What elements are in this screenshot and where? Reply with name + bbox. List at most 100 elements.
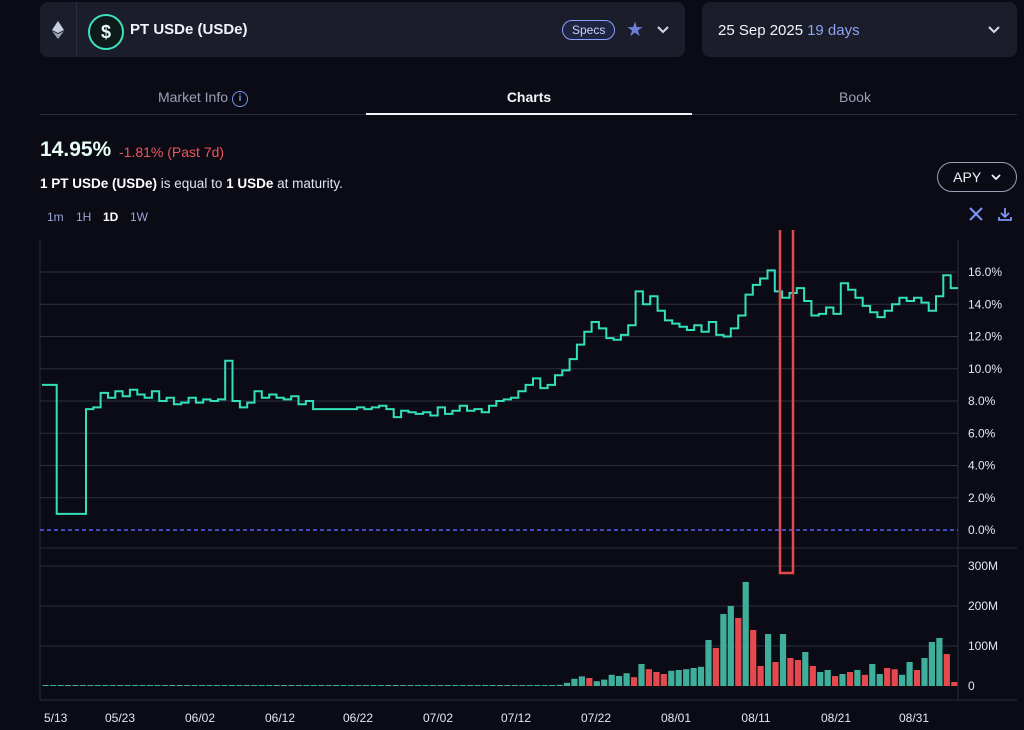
volume-bar [392,685,399,686]
volume-bar [459,685,466,686]
y-axis-labels: 0.0% 2.0% 4.0% 6.0% 8.0% 10.0% 12.0% 14.0% 16.0%… [968,265,1002,693]
volume-bar [936,638,943,686]
x-tick-label: 08/31 [899,711,929,725]
volume-bar [951,682,958,686]
download-icon[interactable] [997,206,1013,227]
apy-chart[interactable]: 0.0% 2.0% 4.0% 6.0% 8.0% 10.0% 12.0% 14.0% 16.0%… [0,230,1024,730]
volume-bar [407,685,414,686]
volume-bar [429,685,437,686]
volume-bar [921,658,928,686]
x-tick-label: 06/22 [343,711,373,725]
volume-bar [184,685,191,686]
volume-bar [161,685,168,686]
favorite-star-icon[interactable]: ★ [626,19,644,41]
metric-select[interactable]: APY [937,162,1017,192]
volume-bar [243,685,250,686]
tab-label: Market Info [157,89,229,105]
x-tick-label: 08/21 [821,711,851,725]
volume-bar [563,682,571,686]
volume-bar [437,685,444,686]
maturity-selector[interactable]: 25 Sep 2025 19 days [702,2,1017,57]
chain-selector[interactable] [40,2,77,57]
volume-bar [496,685,504,686]
highlight-box [778,230,795,575]
volume-bar [132,685,139,686]
volume-bar [846,672,854,686]
volume-bar [854,670,861,686]
maturity-label: 25 Sep 2025 19 days [718,22,860,39]
specs-button[interactable]: Specs [562,20,616,40]
tab-market-info[interactable]: Market Info i [40,80,366,114]
volume-bar [511,685,518,686]
x-tick-label: 08/11 [741,711,770,725]
x-tick-label: 5/13 [44,711,68,725]
volume-bar [504,685,511,686]
volume-bar [638,664,645,686]
metric-value: APY [953,169,981,185]
timeframe-1m[interactable]: 1m [47,210,64,224]
eq-text: is equal to [157,176,227,191]
timeframe-1h[interactable]: 1H [76,210,92,224]
volume-bar [64,685,72,686]
volume-bar [444,685,451,686]
volume-bar [712,648,719,686]
volume-bar [310,685,317,686]
tab-label: Book [839,89,871,105]
tab-charts[interactable]: Charts [366,80,692,115]
volume-tick-label: 0 [968,679,975,693]
maturity-date: 25 Sep 2025 [718,22,804,39]
token-name: PT USDe (USDe) [130,21,248,38]
volume-bar [906,662,913,686]
volume-bar [72,685,79,686]
volume-tick-label: 300M [968,559,998,573]
volume-bar [750,630,757,686]
chevron-down-icon[interactable] [988,21,1000,37]
timeframe-1w[interactable]: 1W [130,210,148,224]
volume-bar [325,685,332,686]
volume-bar [884,668,891,686]
volume-bar [541,685,548,686]
x-tick-label: 06/12 [265,711,295,725]
volume-bar [251,685,258,686]
y-tick-label: 16.0% [968,265,1002,279]
volume-bar [742,582,749,686]
volume-bar [362,685,369,686]
volume-bar [221,685,228,686]
market-selector-card[interactable]: $ PT USDe (USDe) Specs ★ [40,2,685,57]
volume-bar [913,670,921,686]
y-tick-label: 14.0% [968,297,1002,311]
volume-bar [139,685,146,686]
timeframe-1d[interactable]: 1D [103,210,119,224]
volume-bar [817,672,824,686]
wrench-icon[interactable] [968,206,984,227]
volume-bar [869,664,876,686]
grid-lines [39,240,1017,701]
volume-bar [94,685,101,686]
volume-bar [549,685,556,686]
volume-bar [735,618,742,686]
volume-bar [415,685,422,686]
volume-bar [57,685,64,686]
volume-bar [578,676,585,686]
volume-bar [42,685,49,686]
volume-bar [467,685,474,686]
info-icon[interactable]: i [232,91,249,107]
volume-bar [757,666,764,686]
volume-bar [519,685,526,686]
tab-book[interactable]: Book [692,80,1018,114]
volume-bar [199,685,206,686]
x-tick-label: 07/02 [423,711,453,725]
volume-bar [333,685,340,686]
volume-bar [943,654,950,686]
volume-bar [347,685,355,686]
x-tick-label: 07/12 [501,711,531,725]
volume-bar [876,674,883,686]
volume-bar [124,685,131,686]
volume-bar [765,634,772,686]
chevron-down-icon[interactable] [657,21,669,37]
ethereum-icon [52,20,64,39]
volume-bar [794,660,801,686]
volume-bar [571,678,578,686]
x-tick-label: 07/22 [581,711,611,725]
volume-bar [50,685,57,686]
